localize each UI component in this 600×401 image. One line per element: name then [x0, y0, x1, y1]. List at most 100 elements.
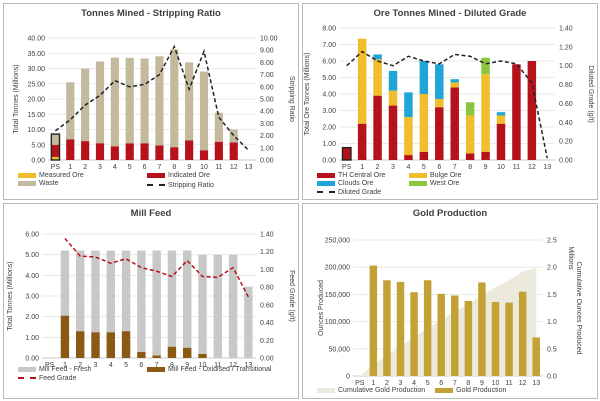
y-tick-label: 0.00	[322, 158, 336, 165]
x-tick-label: 9	[187, 164, 191, 171]
bulge-ore-bar	[404, 117, 413, 156]
waste-bar	[185, 62, 194, 141]
indicated-ore-bar	[214, 141, 223, 160]
gold-production-bar	[437, 293, 445, 376]
x-tick-label: PS	[342, 164, 352, 171]
y-tick-label: 0.00	[25, 356, 39, 363]
chart-legend: Cumulative Gold Production Gold Productio…	[317, 387, 591, 395]
y-tick-label: 6.00	[322, 59, 336, 66]
y-tick-label: 10.00	[27, 127, 45, 134]
x-tick-label: 8	[468, 164, 472, 171]
y2-tick-label: 1.20	[559, 44, 573, 51]
clouds-ore-bar	[404, 92, 413, 118]
waste-bar	[140, 58, 149, 144]
y2-tick-label: 0.5	[547, 346, 557, 353]
y2-tick-label: 1.00	[260, 267, 274, 274]
y-tick-label: 4.00	[25, 273, 39, 280]
y-tick-label: 0	[346, 374, 350, 381]
x-tick-label: 10	[497, 164, 505, 171]
x-tick-label: 13	[244, 362, 252, 369]
y2-axis-label: Feed Grade (g/t)	[288, 270, 295, 322]
waste-bar	[125, 57, 134, 144]
legend-label: Mill Feed - Oxidised / Transitional	[168, 366, 272, 373]
x-tick-label: 2	[78, 362, 82, 369]
y2-tick-label: 10.00	[260, 36, 278, 43]
gold-production-bar	[505, 302, 513, 376]
waste-bar	[95, 61, 105, 144]
x-tick-label: 12	[519, 380, 527, 387]
legend-item: Mill Feed - Oxidised / Transitional	[147, 366, 272, 373]
y-tick-label: 8.00	[322, 26, 336, 33]
mill-feed-oxidised-transitional-bar	[106, 332, 115, 358]
x-tick-label: 3	[94, 362, 98, 369]
legend-item: Gold Production	[435, 387, 506, 394]
x-tick-label: 8	[466, 380, 470, 387]
legend-swatch	[147, 184, 165, 186]
gold-production-chart: 0 50,000 100,000 150,000 200,000 250,000 0.0 0.…	[318, 238, 582, 388]
x-tick-label: 4	[412, 380, 416, 387]
legend-swatch	[147, 173, 165, 178]
legend-label: TH Central Ore	[338, 172, 386, 179]
y-axis-label: Total Tonnes (Millions)	[7, 261, 14, 330]
mill-feed-fresh-bar	[91, 250, 100, 333]
y2-tick-label: 0.60	[260, 302, 274, 309]
y-tick-label: 6.00	[25, 232, 39, 239]
y-tick-label: 3.00	[25, 294, 39, 301]
legend-item: Feed Grade	[18, 375, 143, 382]
gold-production-bar	[518, 291, 527, 376]
gold-production-chart-panel: Gold Production 0 50,000 100,000 150,000 200…	[302, 203, 598, 399]
y2-tick-label: 7.00	[260, 72, 274, 79]
mill-feed-oxidised-transitional-bar	[152, 355, 161, 358]
x-tick-label: 7	[453, 164, 457, 171]
y-tick-label: 0.00	[31, 158, 45, 165]
x-tick-label: PS	[45, 362, 55, 369]
x-tick-label: 12	[230, 164, 238, 171]
bulge-ore-bar	[419, 94, 429, 152]
x-tick-label: 7	[453, 380, 457, 387]
y2-tick-label: 8.00	[260, 60, 274, 67]
mill-feed-oxidised-transitional-bar	[91, 332, 100, 358]
legend-swatch	[317, 388, 335, 393]
y2-tick-label: 0.40	[260, 320, 274, 327]
legend-swatch	[147, 367, 165, 372]
mill-feed-fresh-bar	[76, 250, 85, 332]
waste-bar	[229, 129, 238, 143]
mill-feed-oxidised-transitional-bar	[60, 315, 70, 358]
x-tick-label: 4	[406, 164, 410, 171]
y-tick-label: 50,000	[329, 346, 351, 353]
legend-label: Bulge Ore	[430, 172, 462, 179]
waste-bar	[51, 134, 60, 145]
th-central-ore-bar	[388, 105, 398, 160]
legend-swatch	[18, 173, 36, 178]
y2-tick-label: 1.40	[260, 232, 274, 239]
legend-item: Waste	[18, 180, 143, 187]
x-tick-label: 11	[215, 164, 222, 171]
y2-axis-label: Diluted Grade (g/t)	[587, 65, 594, 123]
y-tick-label: 15.00	[27, 112, 45, 119]
x-tick-label: 1	[63, 362, 67, 369]
th-central-ore-bar	[496, 123, 506, 160]
x-tick-label: 1	[68, 164, 72, 171]
bulge-ore-bar	[450, 82, 459, 88]
th-central-ore-bar	[527, 61, 537, 160]
west-ore-bar	[465, 102, 475, 116]
gold-production-bar	[451, 295, 459, 376]
mill-feed-fresh-bar	[167, 250, 177, 347]
mill-feed-oxidised-transitional-bar	[167, 346, 177, 358]
x-tick-label: 11	[513, 164, 520, 171]
x-tick-label: 5	[422, 164, 426, 171]
bulge-ore-bar	[496, 115, 506, 124]
x-tick-label: 12	[229, 362, 237, 369]
y-tick-label: 20.00	[27, 97, 45, 104]
mill-feed-fresh-bar	[121, 250, 131, 332]
x-tick-label: 4	[113, 164, 117, 171]
mill-feed-fresh-bar	[106, 250, 115, 333]
x-tick-label: 9	[480, 380, 484, 387]
x-tick-label: 6	[143, 164, 147, 171]
x-tick-label: 13	[245, 164, 253, 171]
th-central-ore-bar	[435, 107, 444, 160]
waste-bar	[155, 56, 164, 146]
x-tick-label: 2	[83, 164, 87, 171]
x-tick-label: 9	[484, 164, 488, 171]
y-axis-label: Total Tonnes (Millions)	[13, 64, 20, 133]
